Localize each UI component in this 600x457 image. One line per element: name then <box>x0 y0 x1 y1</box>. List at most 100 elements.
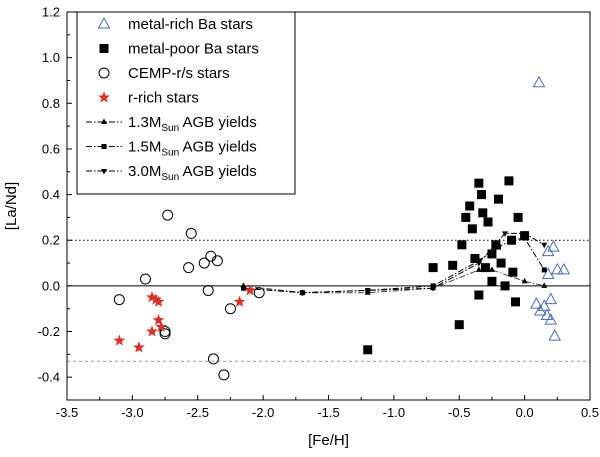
axes: -3.5 -3.0 -2.5 -2.0 -1.5 -1.0 -0.5 0.0 0.5 -0.4 -0… <box>38 5 599 421</box>
point-1-5m-sun-agb-yields <box>476 258 482 264</box>
point-metal-poor-ba-stars <box>476 190 486 200</box>
x-tick-label: -2.5 <box>187 405 209 420</box>
point-metal-poor-ba-stars <box>480 263 490 273</box>
x-tick-label: 0.0 <box>516 405 534 420</box>
point-1-3m-sun-agb-yields <box>475 266 482 272</box>
legend-label-1-3m-sun-agb-yields: 1.3MSun AGB yields <box>128 114 257 134</box>
point-r-rich-stars <box>146 325 158 337</box>
point-metal-poor-ba-stars <box>448 260 458 270</box>
legend-label-metal-rich-ba-stars: metal-rich Ba stars <box>128 16 253 33</box>
point-metal-poor-ba-stars <box>483 217 493 227</box>
point-metal-rich-ba-stars <box>548 329 562 341</box>
point-1-5m-sun-agb-yields <box>430 283 436 289</box>
point-r-rich-stars <box>233 295 246 307</box>
point-metal-poor-ba-stars <box>428 263 438 273</box>
point-cemp-r-s-stars <box>198 257 210 269</box>
x-tick-label: -3.5 <box>56 405 78 420</box>
point-metal-poor-ba-stars <box>491 240 501 250</box>
y-tick-label: 1.2 <box>42 5 60 20</box>
point-cemp-r-s-stars <box>159 328 171 340</box>
point-cemp-r-s-stars <box>185 227 197 239</box>
point-metal-rich-ba-stars <box>541 244 555 257</box>
legend-marker-1-5m-sun-agb-yields <box>101 144 107 149</box>
y-tick-label: 0.4 <box>42 187 60 202</box>
point-1-3m-sun-agb-yields <box>521 277 528 284</box>
y-tick-label: -0.2 <box>38 324 60 339</box>
legend-label-1-5m-sun-agb-yields: 1.5MSun AGB yields <box>128 139 257 159</box>
point-metal-rich-ba-stars <box>544 292 558 305</box>
x-tick-label: -1.0 <box>383 405 405 420</box>
point-metal-poor-ba-stars <box>478 208 488 218</box>
point-cemp-r-s-stars <box>139 273 151 285</box>
x-tick-label: -3.0 <box>121 405 143 420</box>
point-r-rich-stars <box>155 320 168 332</box>
point-metal-rich-ba-stars <box>537 299 551 311</box>
point-metal-rich-ba-stars <box>550 262 564 275</box>
point-r-rich-stars <box>152 313 165 326</box>
legend-label-r-rich-stars: r-rich stars <box>128 90 199 107</box>
y-tick-label: 0.6 <box>42 141 60 156</box>
legend: metal-rich Ba stars metal-poor Ba stars CE… <box>76 11 296 195</box>
point-r-rich-stars <box>244 284 256 296</box>
point-metal-poor-ba-stars <box>510 297 520 307</box>
legend-marker-r-rich-stars <box>98 91 110 103</box>
point-metal-poor-ba-stars <box>363 345 373 355</box>
point-3-0m-sun-agb-yields <box>240 286 247 292</box>
legend-marker-1-3m-sun-agb-yields <box>101 118 107 124</box>
point-metal-poor-ba-stars <box>493 194 503 204</box>
point-metal-poor-ba-stars <box>487 276 497 286</box>
point-metal-rich-ba-stars <box>541 267 555 279</box>
point-metal-poor-ba-stars <box>461 212 471 222</box>
point-1-5m-sun-agb-yields <box>541 267 547 273</box>
point-cemp-r-s-stars <box>113 294 125 306</box>
point-metal-poor-ba-stars <box>474 178 484 188</box>
point-3-0m-sun-agb-yields <box>502 231 509 237</box>
y-tick-label: -0.4 <box>38 370 60 385</box>
point-metal-rich-ba-stars <box>544 313 558 325</box>
legend-label-3-0m-sun-agb-yields: 3.0MSun AGB yields <box>128 163 257 183</box>
y-tick-label: 0.0 <box>42 278 60 293</box>
point-metal-poor-ba-stars <box>508 267 518 277</box>
legend-marker-cemp-r-s-stars <box>98 67 110 79</box>
point-r-rich-stars <box>113 334 126 346</box>
y-axis-label: [La/Nd] <box>3 182 20 230</box>
point-3-0m-sun-agb-yields <box>475 261 482 267</box>
legend-box <box>76 11 296 195</box>
point-metal-poor-ba-stars <box>457 240 467 250</box>
point-cemp-r-s-stars <box>202 284 214 296</box>
legend-marker-metal-poor-ba-stars <box>99 44 109 53</box>
point-cemp-r-s-stars <box>162 209 174 221</box>
point-cemp-r-s-stars <box>224 303 236 315</box>
legend-label-metal-poor-ba-stars: metal-poor Ba stars <box>128 41 259 58</box>
point-metal-rich-ba-stars <box>530 297 543 309</box>
point-metal-poor-ba-stars <box>474 290 484 300</box>
point-metal-rich-ba-stars <box>532 75 546 88</box>
point-3-0m-sun-agb-yields <box>364 288 371 294</box>
legend-marker-3-0m-sun-agb-yields <box>101 169 107 175</box>
point-cemp-r-s-stars <box>218 369 230 381</box>
legend-label-cemp-r-s-stars: CEMP-r/s stars <box>128 65 230 82</box>
point-metal-poor-ba-stars <box>467 224 477 234</box>
point-1-5m-sun-agb-yields <box>522 235 528 241</box>
y-tick-label: 1.0 <box>42 50 60 65</box>
point-metal-poor-ba-stars <box>513 212 523 222</box>
point-r-rich-stars <box>146 291 158 303</box>
legend-marker-metal-rich-ba-stars <box>97 16 111 29</box>
point-metal-poor-ba-stars <box>496 258 506 268</box>
point-3-0m-sun-agb-yields <box>430 286 437 292</box>
point-1-5m-sun-agb-yields <box>509 237 515 243</box>
point-r-rich-stars <box>152 295 165 307</box>
point-3-0m-sun-agb-yields <box>521 231 528 237</box>
point-metal-rich-ba-stars <box>547 240 560 252</box>
x-tick-label: -0.5 <box>448 405 470 420</box>
data-points <box>113 75 571 381</box>
y-tick-label: 0.2 <box>42 233 60 248</box>
point-cemp-r-s-stars <box>253 287 265 299</box>
series-line-3-0m-sun-agb-yields <box>243 232 545 294</box>
x-tick-label: 0.5 <box>581 405 599 420</box>
point-1-5m-sun-agb-yields <box>495 244 501 250</box>
point-3-0m-sun-agb-yields <box>299 290 306 297</box>
x-axis-label: [Fe/H] <box>308 432 349 449</box>
point-metal-rich-ba-stars <box>557 262 571 275</box>
